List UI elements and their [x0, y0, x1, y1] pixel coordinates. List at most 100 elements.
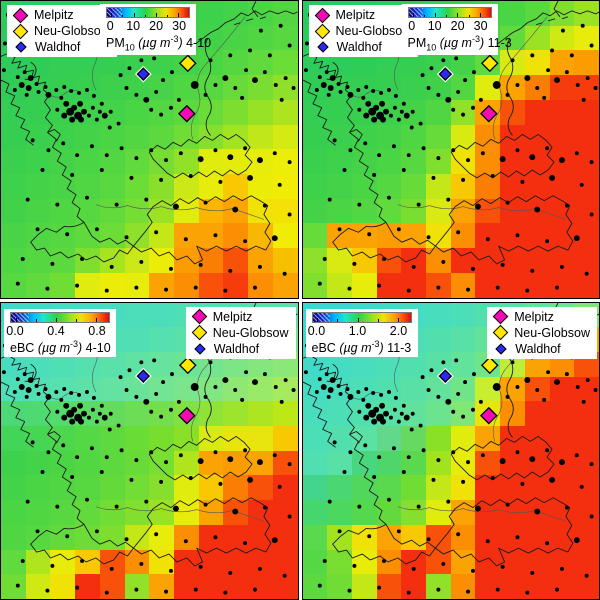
- station-dots: [303, 313, 598, 595]
- colorbar-tick-value: 0.4: [47, 323, 65, 338]
- colorbar-gradient: [106, 7, 190, 18]
- site-markers: [436, 355, 499, 424]
- map-panel-pm10-apr-oct: Melpitz Neu-Globsow Waldhof 0 10 20 30 PM10 (…: [0, 0, 299, 299]
- site-marker-melpitz: [479, 104, 498, 123]
- legend-item-waldhof: Waldhof: [192, 342, 289, 356]
- colorbar-tick-value: 30: [473, 19, 488, 33]
- legend-site-name: Melpitz: [514, 309, 554, 324]
- map-overlay: [1, 1, 298, 293]
- map-overlay: [302, 1, 599, 293]
- colorbar-stipple: [408, 8, 424, 17]
- map-panel-ebc-nov-mar: Melpitz Neu-Globsow Waldhof 0.0 1.0 2.0 eBC …: [301, 301, 600, 600]
- country-borders: [1, 1, 298, 265]
- site-marker-melpitz: [177, 406, 196, 424]
- site-marker-waldhof: [136, 368, 151, 383]
- site-marker-neu-globsow: [480, 54, 499, 73]
- colorbar-gradient: [10, 311, 110, 323]
- legend-site-name: Neu-Globsow: [34, 24, 110, 38]
- site-marker-melpitz: [177, 104, 196, 123]
- site-legend: Melpitz Neu-Globsow Waldhof: [185, 306, 296, 359]
- diamond-icon: [495, 342, 507, 355]
- colorbar-tick-value: 10: [126, 19, 141, 33]
- site-marker-waldhof: [437, 67, 452, 81]
- colorbar-label: eBC (µg m-3) 4-10: [10, 338, 111, 355]
- diamond-icon: [12, 7, 29, 23]
- colorbar-gradient: [311, 311, 412, 323]
- colorbar-stipple: [11, 312, 29, 322]
- map-panel-pm10-nov-mar: Melpitz Neu-Globsow Waldhof 0 10 20 30 PM10 (…: [301, 0, 600, 299]
- colorbar-tick-value: 20: [450, 19, 465, 33]
- legend-item-neu-globsow: Neu-Globsow: [314, 23, 412, 39]
- colorbar-label: eBC (µg m-3) 11-3: [311, 338, 412, 355]
- legend-site-name: Waldhof: [35, 40, 81, 54]
- site-marker-waldhof: [136, 67, 151, 81]
- colorbar-tick-labels: 0 10 20 30: [408, 19, 492, 33]
- colorbar-tick-value: 0.8: [88, 323, 106, 338]
- diamond-icon: [194, 342, 206, 355]
- station-dots: [1, 11, 296, 293]
- colorbar-gradient: [407, 7, 492, 18]
- diamond-icon: [191, 308, 208, 325]
- legend-item-waldhof: Waldhof: [493, 342, 590, 356]
- diamond-icon: [191, 324, 208, 341]
- site-markers: [134, 54, 197, 123]
- site-legend: Melpitz Neu-Globsow Waldhof: [7, 5, 117, 57]
- legend-site-name: Neu-Globsow: [514, 325, 590, 340]
- legend-site-name: Neu-Globsow: [212, 325, 289, 340]
- diamond-icon: [12, 23, 29, 39]
- site-markers: [436, 54, 499, 123]
- colorbar-stipple: [312, 312, 331, 322]
- legend-item-waldhof: Waldhof: [315, 40, 412, 54]
- colorbar: 0 10 20 30 PM10 (µg m-3) 11-3: [401, 4, 512, 55]
- colorbar-tick-value: 0: [408, 19, 416, 33]
- legend-site-name: Melpitz: [212, 309, 253, 324]
- site-marker-melpitz: [479, 406, 498, 424]
- colorbar-tick-labels: 0.0 1.0 2.0: [308, 323, 412, 338]
- colorbar-tick-value: 30: [172, 19, 187, 33]
- map-overlay: [1, 302, 298, 595]
- site-marker-neu-globsow: [178, 355, 197, 374]
- legend-site-name: Neu-Globsow: [335, 24, 412, 38]
- legend-site-name: Melpitz: [335, 8, 376, 22]
- colorbar-tick-value: 0.0: [6, 323, 24, 338]
- site-marker-waldhof: [437, 368, 452, 383]
- site-marker-neu-globsow: [480, 355, 499, 374]
- legend-site-name: Melpitz: [34, 8, 74, 22]
- diamond-icon: [15, 41, 27, 53]
- colorbar: 0.0 0.4 0.8 eBC (µg m-3) 4-10: [4, 308, 116, 357]
- legend-item-melpitz: Melpitz: [314, 7, 412, 23]
- colorbar: 0 10 20 30 PM10 (µg m-3) 4-10: [100, 4, 212, 55]
- diamond-icon: [492, 324, 509, 341]
- colorbar-tick-value: 0.0: [307, 323, 326, 338]
- station-dots: [1, 313, 296, 595]
- legend-item-neu-globsow: Neu-Globsow: [492, 324, 590, 341]
- colorbar-tick-value: 10: [427, 19, 442, 33]
- legend-item-melpitz: Melpitz: [191, 308, 289, 325]
- legend-site-name: Waldhof: [336, 40, 382, 54]
- legend-item-melpitz: Melpitz: [12, 7, 110, 23]
- colorbar: 0.0 1.0 2.0 eBC (µg m-3) 11-3: [305, 308, 418, 357]
- colorbar-tick-value: 1.0: [348, 323, 367, 338]
- colorbar-tick-value: 20: [149, 19, 164, 33]
- site-legend: Melpitz Neu-Globsow Waldhof: [487, 306, 597, 359]
- legend-item-waldhof: Waldhof: [13, 40, 110, 54]
- diamond-icon: [492, 308, 509, 325]
- colorbar-stipple: [107, 8, 122, 17]
- colorbar-tick-value: 2.0: [389, 323, 408, 338]
- diamond-icon: [314, 23, 330, 39]
- site-legend: Melpitz Neu-Globsow Waldhof: [308, 5, 419, 57]
- colorbar-label: PM10 (µg m-3) 4-10: [106, 34, 212, 53]
- diamond-icon: [314, 7, 330, 23]
- station-dots: [303, 11, 598, 293]
- colorbar-label: PM10 (µg m-3) 11-3: [407, 34, 512, 53]
- legend-site-name: Waldhof: [213, 341, 260, 356]
- legend-item-melpitz: Melpitz: [492, 308, 590, 325]
- colorbar-tick-labels: 0.0 0.4 0.8: [6, 323, 110, 338]
- legend-item-neu-globsow: Neu-Globsow: [191, 324, 289, 341]
- diamond-icon: [316, 41, 329, 53]
- legend-item-neu-globsow: Neu-Globsow: [12, 23, 110, 39]
- colorbar-tick-value: 0: [106, 19, 114, 33]
- colorbar-tick-labels: 0 10 20 30: [106, 19, 190, 33]
- site-marker-neu-globsow: [178, 54, 197, 73]
